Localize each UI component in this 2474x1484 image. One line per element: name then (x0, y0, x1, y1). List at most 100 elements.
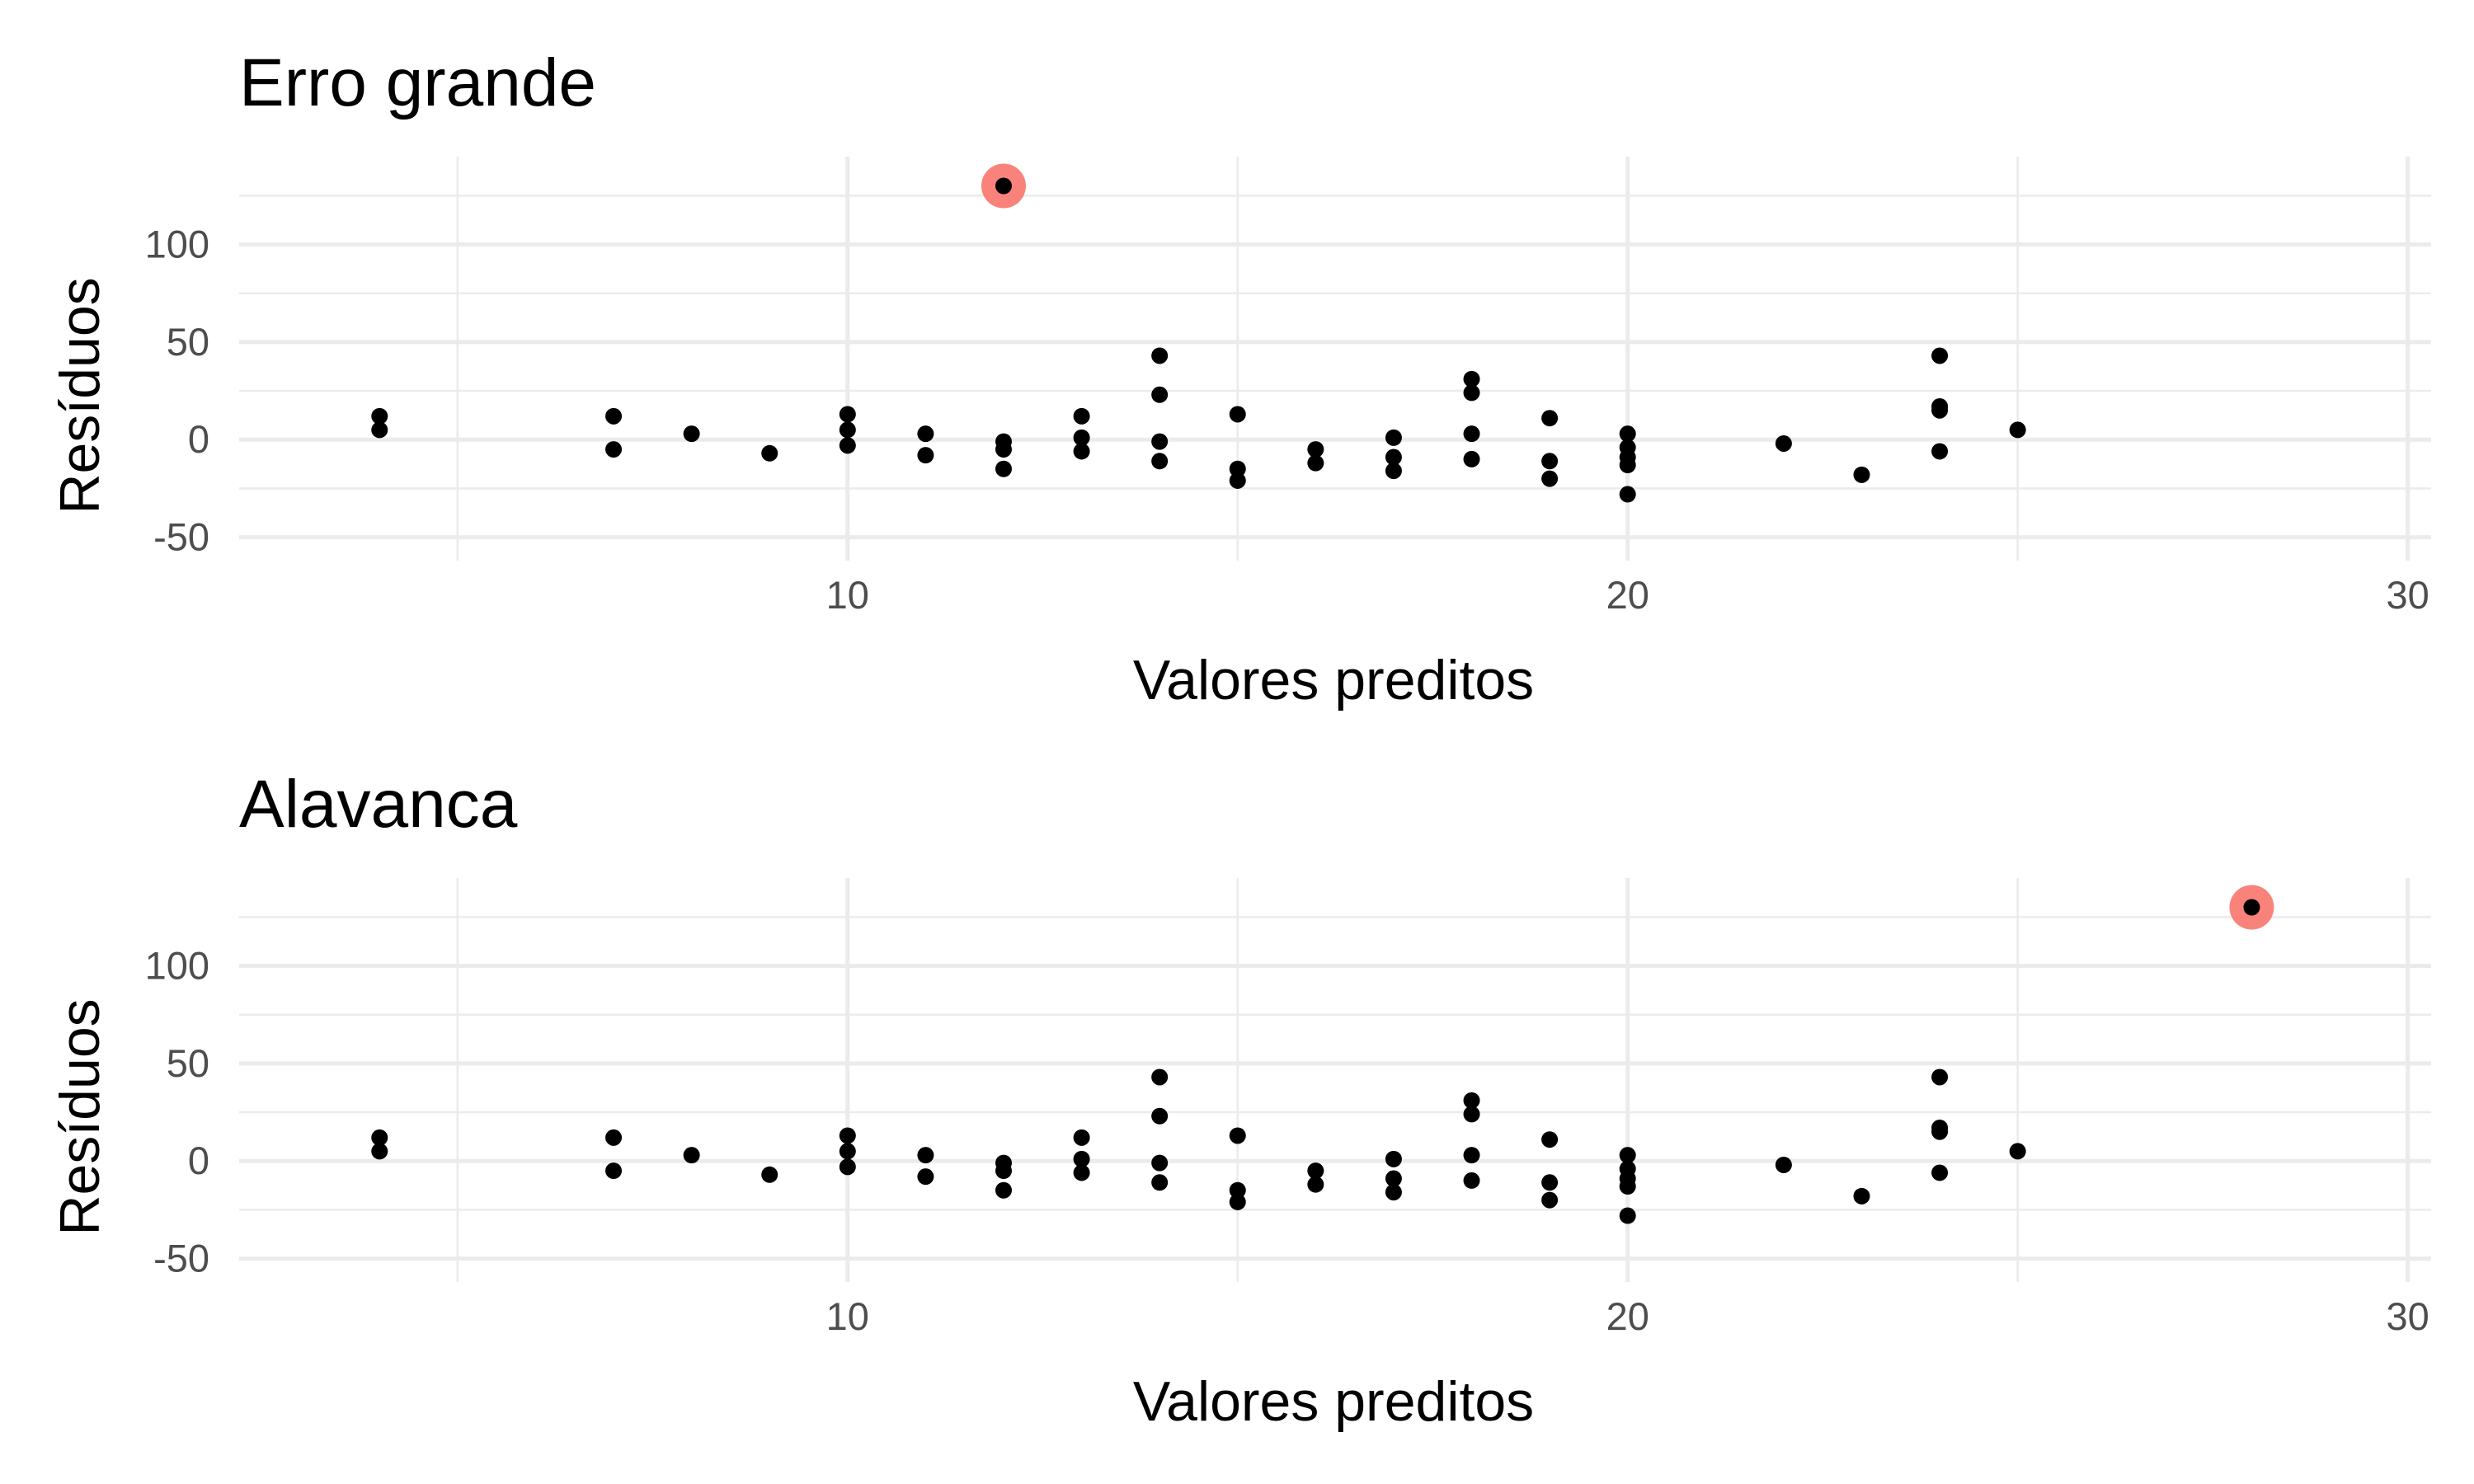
data-point (1853, 1187, 1870, 1205)
y-tick-label: -50 (153, 515, 209, 559)
data-point (371, 1143, 388, 1160)
data-point (1385, 1184, 1402, 1201)
data-point (1463, 370, 1480, 387)
data-point (1307, 454, 1324, 472)
panel-alavanca: Alavanca Valores preditos Resíduos 10 20 3… (49, 767, 2431, 1433)
data-point (839, 406, 856, 423)
x-tick-label: 10 (826, 1294, 869, 1338)
data-point (1385, 463, 1402, 480)
data-point (1463, 384, 1480, 402)
data-point (1619, 1207, 1636, 1224)
data-point (995, 441, 1012, 458)
data-point (1385, 448, 1402, 466)
panel-title: Erro grande (239, 45, 596, 120)
data-point (1619, 1178, 1636, 1195)
data-point (1307, 1162, 1324, 1180)
data-point (1619, 457, 1636, 474)
data-point (761, 444, 778, 462)
data-point (1541, 410, 1559, 427)
y-tick-label: 0 (188, 417, 209, 461)
data-point (1619, 1147, 1636, 1164)
data-point (1541, 1174, 1559, 1191)
data-point (1775, 434, 1792, 452)
data-point (839, 1158, 856, 1176)
y-tick-label: 50 (167, 1041, 209, 1085)
x-tick-label: 30 (2386, 573, 2429, 617)
x-tick-label: 20 (1606, 1294, 1649, 1338)
data-point (1073, 1129, 1090, 1146)
data-point (1463, 425, 1480, 443)
data-point (917, 1147, 934, 1164)
data-point (995, 1181, 1012, 1199)
x-tick-label: 30 (2386, 1294, 2429, 1338)
data-point (1931, 1164, 1949, 1181)
data-point (1229, 1181, 1246, 1199)
data-point (1463, 1092, 1480, 1109)
data-point (1619, 486, 1636, 503)
data-point (1931, 1068, 1949, 1086)
data-point (917, 425, 934, 443)
data-point (1463, 1147, 1480, 1164)
data-point (1541, 1131, 1559, 1148)
data-point (1151, 453, 1169, 470)
data-point (605, 1162, 623, 1180)
data-point (1229, 1193, 1246, 1210)
data-point (1385, 1150, 1402, 1167)
data-point (683, 1147, 700, 1164)
x-axis-title: Valores preditos (1133, 1370, 1534, 1433)
panel-erro-grande: Erro grande Valores preditos Resíduos 10… (49, 45, 2431, 711)
data-point (1229, 1127, 1246, 1144)
data-point (917, 1168, 934, 1186)
data-point (2009, 421, 2026, 439)
data-point (995, 460, 1012, 477)
data-point (1151, 1107, 1169, 1125)
data-point (1151, 1174, 1169, 1191)
data-point (839, 1127, 856, 1144)
data-point (839, 437, 856, 454)
y-axis-title: Resíduos (49, 277, 111, 514)
data-points (371, 885, 2274, 1224)
data-point (1229, 472, 1246, 489)
x-tick-label: 20 (1606, 573, 1649, 617)
data-point (1931, 347, 1949, 364)
panel-title: Alavanca (239, 767, 518, 842)
data-point (371, 1129, 388, 1146)
x-axis-title: Valores preditos (1133, 649, 1534, 711)
data-point (1385, 1170, 1402, 1187)
data-point (761, 1166, 778, 1183)
data-point (1463, 450, 1480, 467)
data-point (1931, 443, 1949, 460)
data-point (1775, 1156, 1792, 1173)
data-point (1073, 429, 1090, 446)
data-point (1151, 433, 1169, 450)
y-tick-label: 100 (145, 944, 209, 988)
data-point (1229, 460, 1246, 477)
data-point (1463, 1172, 1480, 1189)
data-point (1151, 1068, 1169, 1086)
data-point (1073, 1150, 1090, 1167)
tick-labels: 10 20 30 -50 0 50 100 (145, 944, 2429, 1338)
data-point (1931, 402, 1949, 419)
data-point (1619, 425, 1636, 443)
data-point (1229, 406, 1246, 423)
tick-labels: 10 20 30 -50 0 50 100 (145, 223, 2429, 617)
y-tick-label: 0 (188, 1139, 209, 1182)
data-point (1853, 466, 1870, 483)
data-point (371, 407, 388, 425)
data-point (1463, 1106, 1480, 1123)
grid (239, 878, 2431, 1282)
highlighted-data-point (2243, 899, 2260, 916)
data-point (1307, 1176, 1324, 1193)
data-points (371, 163, 2026, 503)
data-point (605, 441, 623, 458)
data-point (1307, 441, 1324, 458)
data-point (1151, 347, 1169, 364)
highlighted-data-point (995, 177, 1012, 195)
data-point (1151, 1154, 1169, 1172)
data-point (839, 421, 856, 439)
data-point (1385, 429, 1402, 446)
data-point (1541, 470, 1559, 487)
data-point (1073, 443, 1090, 460)
data-point (995, 1162, 1012, 1180)
